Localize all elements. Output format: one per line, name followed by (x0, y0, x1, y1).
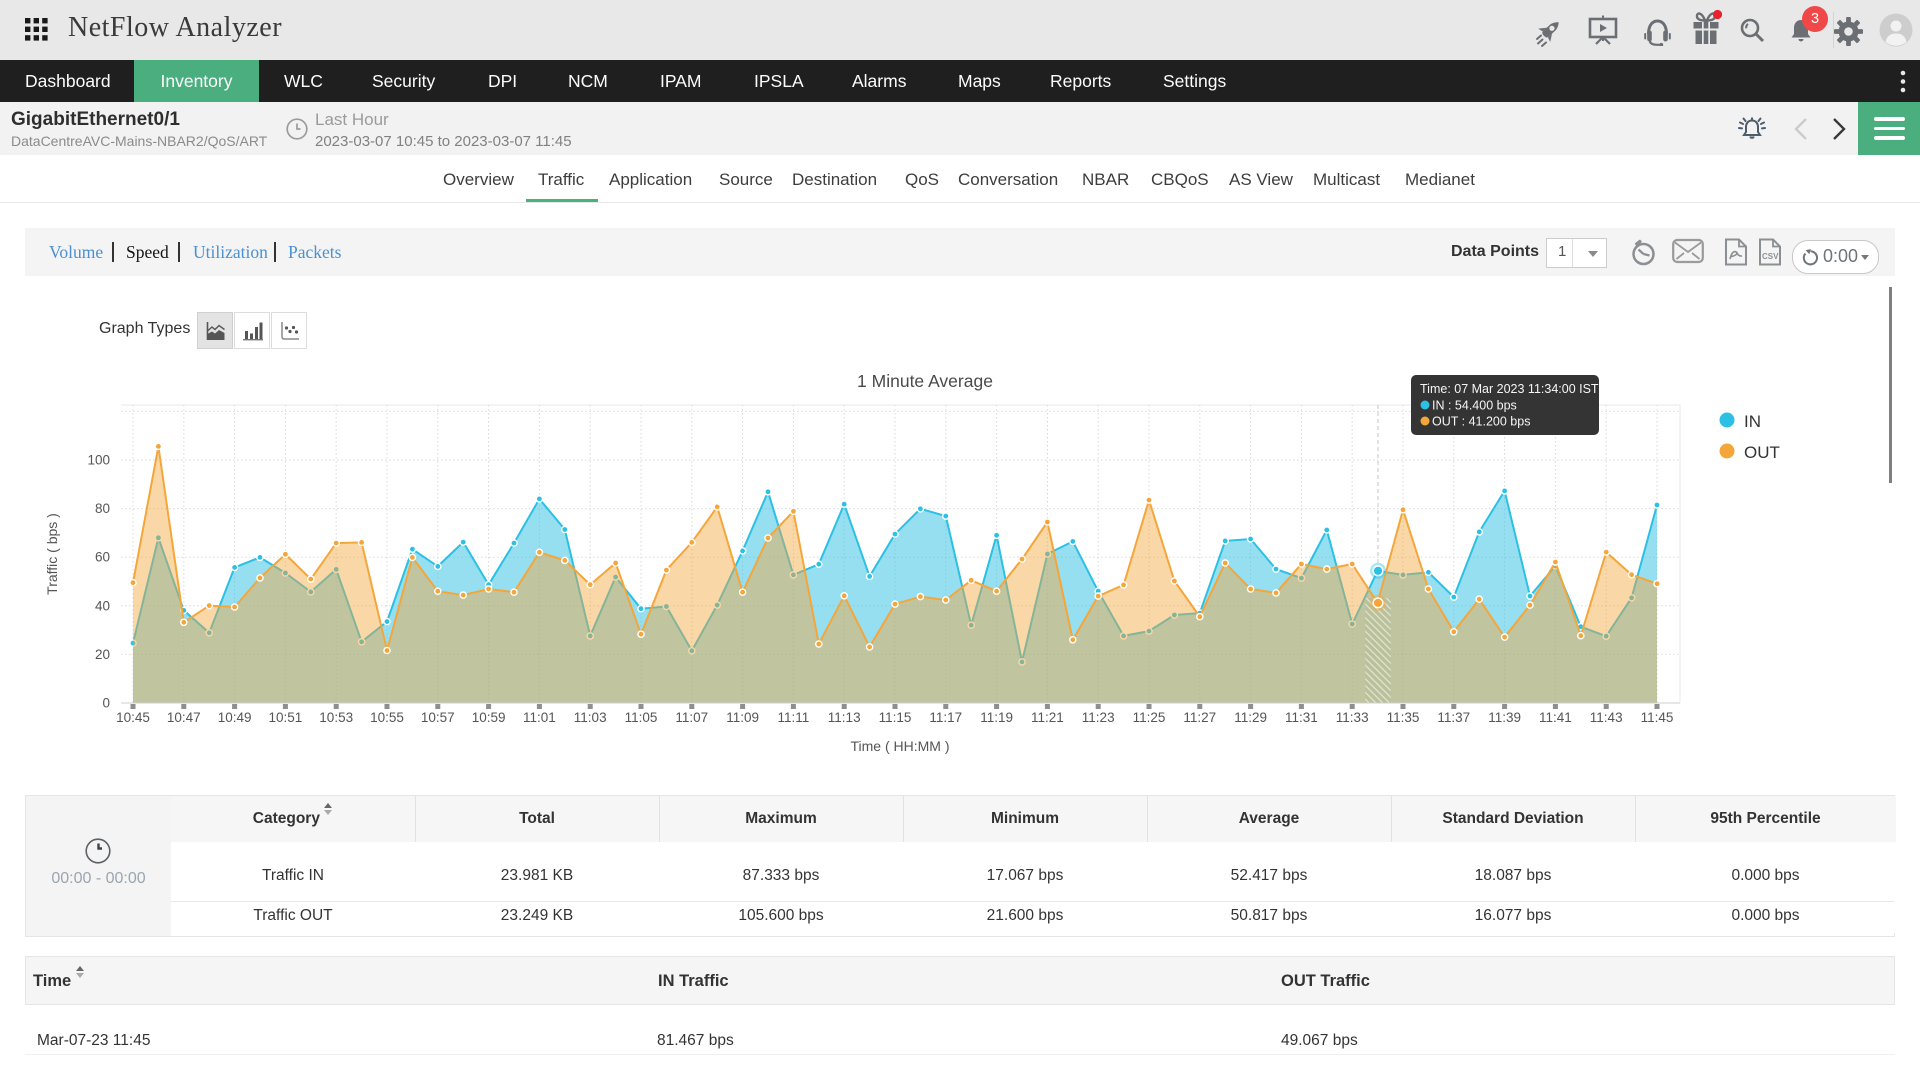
svg-text:11:43: 11:43 (1590, 710, 1623, 725)
svg-text:11:29: 11:29 (1234, 710, 1267, 725)
svg-text:10:45: 10:45 (116, 710, 150, 725)
svg-text:11:41: 11:41 (1539, 710, 1572, 725)
svg-text:CSV: CSV (1762, 252, 1779, 261)
svg-text:0: 0 (102, 696, 110, 711)
svg-text:11:35: 11:35 (1387, 710, 1420, 725)
svg-text:40: 40 (95, 598, 110, 613)
svg-text:10:53: 10:53 (319, 710, 353, 725)
svg-text:11:17: 11:17 (929, 710, 962, 725)
svg-text:IN : 54.400 bps: IN : 54.400 bps (1432, 399, 1517, 413)
svg-text:11:01: 11:01 (523, 710, 556, 725)
svg-text:11:45: 11:45 (1641, 710, 1674, 725)
svg-text:OUT: OUT (1744, 443, 1780, 462)
svg-text:Time ( HH:MM ): Time ( HH:MM ) (850, 738, 949, 754)
svg-text:10:51: 10:51 (269, 710, 303, 725)
svg-text:11:25: 11:25 (1133, 710, 1166, 725)
svg-text:11:09: 11:09 (726, 710, 759, 725)
svg-text:11:37: 11:37 (1437, 710, 1470, 725)
svg-text:11:07: 11:07 (675, 710, 708, 725)
svg-text:11:39: 11:39 (1488, 710, 1521, 725)
svg-text:10:59: 10:59 (472, 710, 506, 725)
svg-text:20: 20 (95, 647, 110, 662)
svg-text:OUT : 41.200 bps: OUT : 41.200 bps (1432, 415, 1530, 429)
svg-text:11:13: 11:13 (828, 710, 861, 725)
svg-text:60: 60 (95, 550, 110, 565)
svg-text:11:21: 11:21 (1031, 710, 1064, 725)
svg-text:11:19: 11:19 (980, 710, 1013, 725)
svg-text:11:23: 11:23 (1082, 710, 1115, 725)
svg-text:Time: 07 Mar 2023 11:34:00 IST: Time: 07 Mar 2023 11:34:00 IST (1420, 382, 1599, 396)
svg-text:10:47: 10:47 (167, 710, 201, 725)
svg-text:11:15: 11:15 (879, 710, 912, 725)
svg-text:11:27: 11:27 (1183, 710, 1216, 725)
svg-text:11:11: 11:11 (778, 710, 810, 725)
svg-text:IN: IN (1744, 412, 1761, 431)
svg-text:10:55: 10:55 (370, 710, 404, 725)
svg-text:1 Minute Average: 1 Minute Average (857, 371, 993, 391)
svg-text:100: 100 (87, 453, 110, 468)
svg-text:10:49: 10:49 (218, 710, 252, 725)
svg-text:11:03: 11:03 (574, 710, 607, 725)
svg-text:80: 80 (95, 501, 110, 516)
svg-text:11:31: 11:31 (1285, 710, 1318, 725)
svg-text:11:33: 11:33 (1336, 710, 1369, 725)
svg-text:Traffic ( bps ): Traffic ( bps ) (44, 513, 60, 595)
svg-text:11:05: 11:05 (625, 710, 658, 725)
svg-text:10:57: 10:57 (421, 710, 455, 725)
